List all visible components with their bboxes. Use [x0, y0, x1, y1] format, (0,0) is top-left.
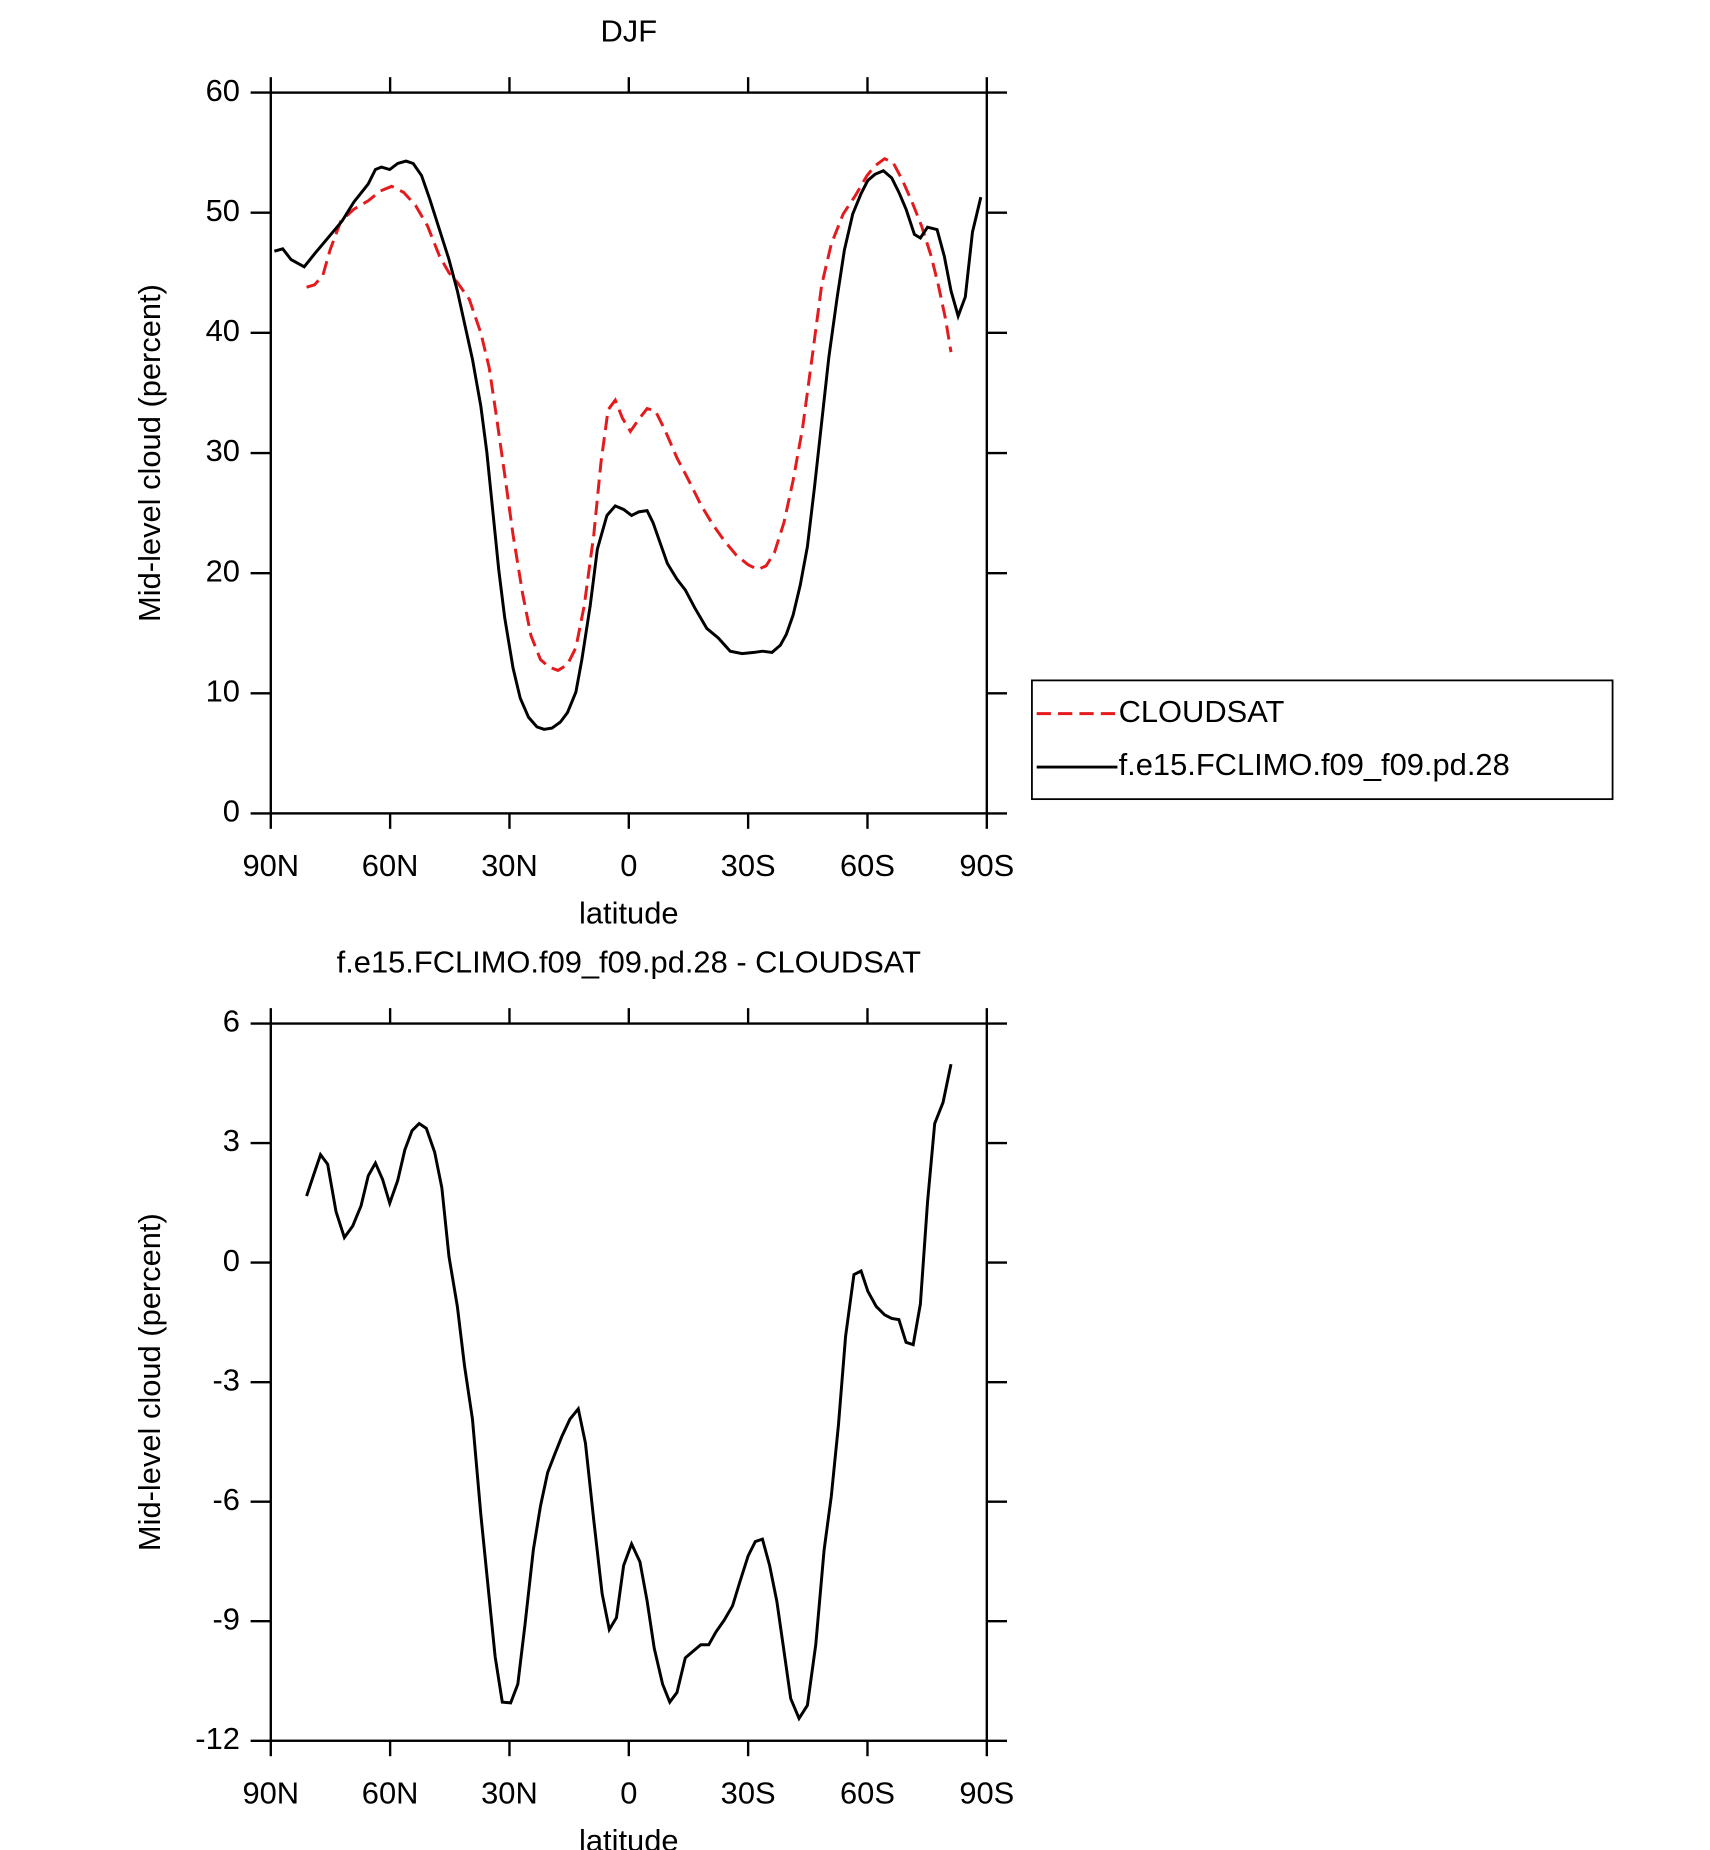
chart: DJF latitude Mid-level cloud (percent) 90N 6… [132, 13, 1614, 931]
data-line [305, 1063, 953, 1722]
y-tick-label: 60 [206, 73, 240, 108]
x-tick-label: 90N [242, 1776, 299, 1811]
x-tick-label: 90N [242, 848, 299, 883]
chart-title: f.e15.FCLIMO.f09_f09.pd.28 - CLOUDSAT [337, 944, 921, 979]
y-tick-label: 50 [206, 193, 240, 228]
y-tick-label: 20 [206, 553, 240, 588]
y-tick-label: -12 [195, 1721, 240, 1756]
data-line [306, 156, 953, 673]
y-tick-label: -6 [212, 1482, 239, 1517]
x-axis-label: latitude [579, 1823, 679, 1850]
data-line [273, 159, 983, 731]
x-tick-label: 0 [620, 1776, 637, 1811]
x-tick-label: 90S [959, 848, 1014, 883]
x-tick-label: 60N [362, 848, 419, 883]
y-tick-label: 10 [206, 673, 240, 708]
x-axis-label: latitude [579, 896, 679, 931]
x-tick-label: 30S [721, 1776, 776, 1811]
legend-label: f.e15.FCLIMO.f09_f09.pd.28 [1119, 747, 1510, 782]
legend-label: CLOUDSAT [1119, 694, 1285, 729]
y-tick-label: 40 [206, 313, 240, 348]
x-tick-label: 30N [481, 848, 538, 883]
plot-frame [269, 1022, 988, 1742]
x-tick-label: 30N [481, 1776, 538, 1811]
y-tick-label: 0 [223, 794, 240, 829]
y-axis-label: Mid-level cloud (percent) [132, 284, 167, 622]
chart-title: DJF [601, 13, 658, 48]
legend-box [1031, 679, 1614, 801]
x-tick-label: 60N [362, 1776, 419, 1811]
x-tick-label: 60S [840, 1776, 895, 1811]
y-tick-label: -3 [212, 1362, 239, 1397]
y-tick-label: 0 [223, 1243, 240, 1278]
y-axis-label: Mid-level cloud (percent) [132, 1213, 167, 1551]
y-tick-label: 6 [223, 1004, 240, 1039]
x-tick-label: 60S [840, 848, 895, 883]
x-tick-label: 0 [620, 848, 637, 883]
x-tick-label: 30S [721, 848, 776, 883]
x-tick-label: 90S [959, 1776, 1014, 1811]
y-tick-label: 3 [223, 1123, 240, 1158]
chart: f.e15.FCLIMO.f09_f09.pd.28 - CLOUDSAT lat… [132, 944, 1014, 1850]
y-tick-label: -9 [212, 1601, 239, 1636]
plot-frame [269, 91, 988, 815]
y-tick-label: 30 [206, 433, 240, 468]
